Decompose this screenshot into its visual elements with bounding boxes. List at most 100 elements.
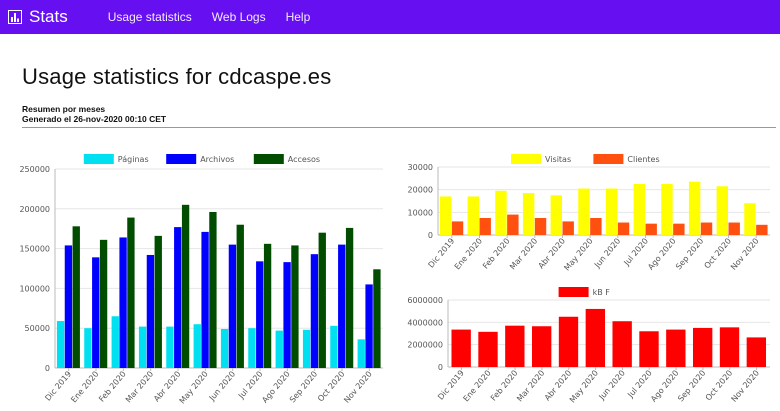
bar	[263, 243, 272, 368]
bar	[688, 181, 701, 235]
bar	[478, 331, 498, 367]
bar	[439, 196, 452, 235]
y-tick-label: 0	[45, 364, 50, 373]
bar	[291, 245, 299, 368]
bar	[534, 218, 547, 235]
x-tick-label: Ene 2020	[69, 370, 100, 405]
x-tick-label: Jul 2020	[625, 369, 653, 400]
bar	[505, 325, 525, 367]
y-tick-label: 100000	[19, 284, 50, 293]
x-tick-label: Jun 2020	[597, 369, 627, 403]
bar	[119, 237, 127, 368]
chart-hits: 0 50000 100000 150000 200000 250000 Dic 2019En…	[19, 154, 383, 406]
nav-usage-statistics[interactable]: Usage statistics	[107, 10, 192, 24]
bar	[467, 196, 479, 235]
bar	[181, 204, 190, 368]
x-tick-label: May 2020	[562, 237, 594, 273]
y-tick-label: 0	[428, 231, 433, 240]
bar	[728, 222, 740, 235]
bar	[138, 326, 147, 368]
bar	[166, 326, 174, 368]
bar	[479, 218, 491, 235]
page-title: Usage statistics for cdcaspe.es	[22, 64, 332, 89]
nav-web-logs[interactable]: Web Logs	[211, 10, 266, 24]
bar	[673, 223, 685, 235]
bar	[746, 337, 767, 367]
x-tick-label: Mar 2020	[508, 237, 539, 272]
bar	[146, 254, 155, 368]
legend-label: Páginas	[118, 155, 149, 164]
bar	[256, 261, 264, 368]
x-tick-label: Mar 2020	[124, 370, 155, 405]
bar	[585, 308, 606, 367]
x-tick-label: Ago 2020	[646, 237, 678, 272]
bar	[550, 195, 562, 235]
x-tick-label: Nov 2020	[729, 237, 761, 272]
legend-swatch	[83, 154, 114, 164]
bar	[666, 329, 686, 367]
x-tick-label: Mar 2020	[515, 369, 546, 404]
bar	[700, 222, 713, 235]
bar	[275, 330, 283, 368]
bar	[558, 316, 579, 367]
bar	[127, 217, 135, 368]
divider	[22, 127, 776, 128]
bar	[531, 326, 552, 367]
bar	[562, 221, 574, 235]
bar	[645, 223, 657, 235]
bar	[174, 227, 182, 368]
bar	[345, 227, 354, 368]
bar	[451, 329, 471, 367]
bar	[330, 325, 338, 368]
x-tick-label: Jun 2020	[207, 370, 237, 404]
bar	[310, 254, 319, 368]
y-tick-label: 250000	[19, 165, 50, 174]
bar	[72, 226, 80, 368]
bar	[661, 184, 673, 235]
x-tick-label: Dic 2019	[427, 237, 457, 270]
brand-label: Stats	[29, 7, 68, 26]
y-tick-label: 2000000	[407, 341, 443, 350]
bar	[99, 239, 108, 368]
bar	[338, 244, 346, 368]
bar	[302, 329, 311, 368]
bar	[111, 316, 119, 368]
y-tick-label: 30000	[408, 163, 433, 172]
bar	[633, 184, 645, 235]
legend-swatch	[166, 154, 197, 164]
y-tick-label: 0	[438, 363, 443, 372]
x-tick-label: Nov 2020	[342, 370, 374, 405]
bar	[719, 327, 740, 367]
legend-label: Archivos	[200, 155, 234, 164]
bar	[451, 221, 464, 235]
bar	[612, 321, 632, 367]
x-tick-label: Jul 2020	[236, 370, 264, 401]
legend-swatch	[558, 287, 589, 297]
bar	[373, 269, 381, 368]
bar-chart-icon	[8, 10, 22, 24]
nav-help[interactable]: Help	[285, 10, 311, 24]
bar	[744, 203, 756, 235]
bar	[201, 231, 209, 368]
bar	[578, 188, 590, 235]
report-subtitle: Resumen por meses	[22, 104, 106, 114]
y-tick-label: 200000	[19, 205, 50, 214]
bar	[507, 214, 519, 235]
y-tick-label: 10000	[408, 208, 433, 217]
y-tick-label: 6000000	[407, 296, 443, 305]
x-tick-label: Jun 2020	[592, 237, 622, 271]
legend-label: Visitas	[545, 155, 571, 164]
bar	[605, 188, 618, 235]
bar	[228, 244, 237, 368]
bar	[220, 328, 229, 368]
bar	[283, 262, 291, 368]
brand[interactable]: Stats	[8, 7, 68, 27]
bar	[248, 328, 256, 368]
x-tick-label: Sep 2020	[676, 369, 707, 404]
x-tick-label: Ene 2020	[453, 237, 484, 272]
bar	[64, 245, 73, 368]
y-tick-label: 150000	[19, 245, 50, 254]
legend-label: Clientes	[627, 155, 659, 164]
bar	[92, 257, 100, 368]
